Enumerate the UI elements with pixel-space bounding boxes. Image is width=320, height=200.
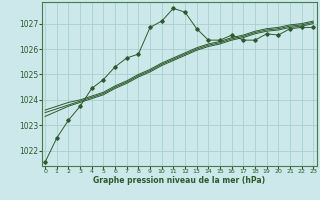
X-axis label: Graphe pression niveau de la mer (hPa): Graphe pression niveau de la mer (hPa) [93, 176, 265, 185]
